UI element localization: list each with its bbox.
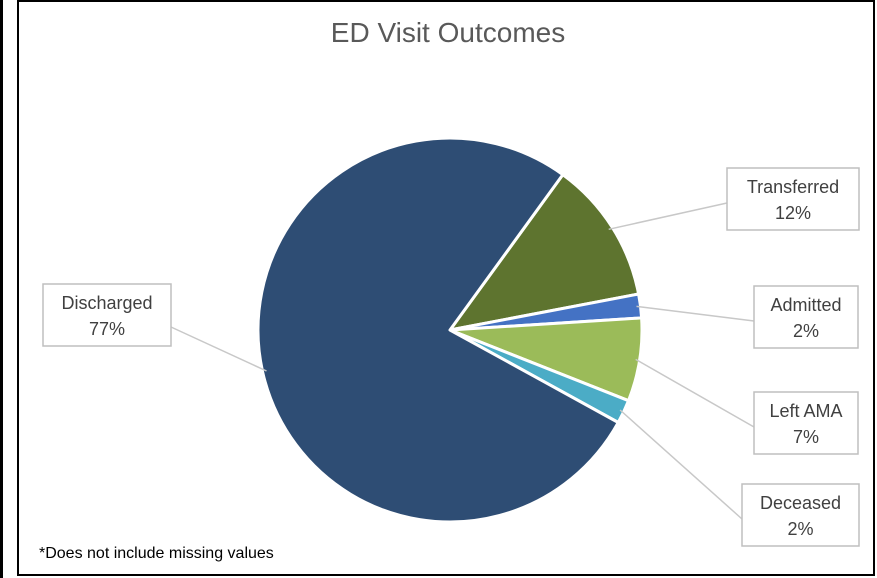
data-label-deceased: Deceased 2% bbox=[741, 483, 860, 547]
data-label-box bbox=[741, 483, 860, 547]
data-label-left-ama: Left AMA 7% bbox=[753, 391, 859, 455]
leader-lines bbox=[170, 202, 755, 520]
data-label-box bbox=[42, 283, 172, 347]
leader-line-admitted bbox=[636, 305, 755, 322]
data-label-percent: 7% bbox=[793, 427, 819, 447]
data-label-category: Transferred bbox=[747, 177, 839, 197]
data-label-category: Left AMA bbox=[769, 401, 842, 421]
data-label-percent: 77% bbox=[89, 319, 125, 339]
leader-line-discharged bbox=[170, 326, 267, 372]
pie-chart: ED Visit Outcomes Transferred 12% Admitted… bbox=[39, 17, 860, 562]
chart-frame: ED Visit Outcomes Transferred 12% Admitted… bbox=[17, 0, 875, 576]
data-label-box bbox=[753, 391, 859, 455]
data-label-admitted: Admitted 2% bbox=[753, 285, 859, 349]
data-label-category: Deceased bbox=[760, 493, 841, 513]
footnote: *Does not include missing values bbox=[39, 545, 274, 562]
data-label-percent: 12% bbox=[775, 203, 811, 223]
data-label-box bbox=[753, 285, 859, 349]
leader-line-transferred bbox=[608, 202, 728, 231]
chart-title: ED Visit Outcomes bbox=[331, 17, 565, 48]
leader-line-left-ama bbox=[635, 358, 755, 428]
data-label-percent: 2% bbox=[787, 519, 813, 539]
pie-slice-discharged bbox=[256, 136, 620, 524]
data-label-category: Discharged bbox=[61, 293, 152, 313]
data-label-percent: 2% bbox=[793, 321, 819, 341]
leader-line-deceased bbox=[619, 409, 743, 520]
data-label-box bbox=[726, 167, 860, 231]
data-label-category: Admitted bbox=[770, 295, 841, 315]
data-labels: Transferred 12% Admitted 2% Left AMA 7% Deceas… bbox=[42, 167, 860, 547]
pie-slice-transferred bbox=[448, 173, 641, 332]
data-label-discharged: Discharged 77% bbox=[42, 283, 172, 347]
page-edge bbox=[0, 0, 3, 578]
data-label-transferred: Transferred 12% bbox=[726, 167, 860, 231]
pie-slices bbox=[256, 136, 644, 524]
